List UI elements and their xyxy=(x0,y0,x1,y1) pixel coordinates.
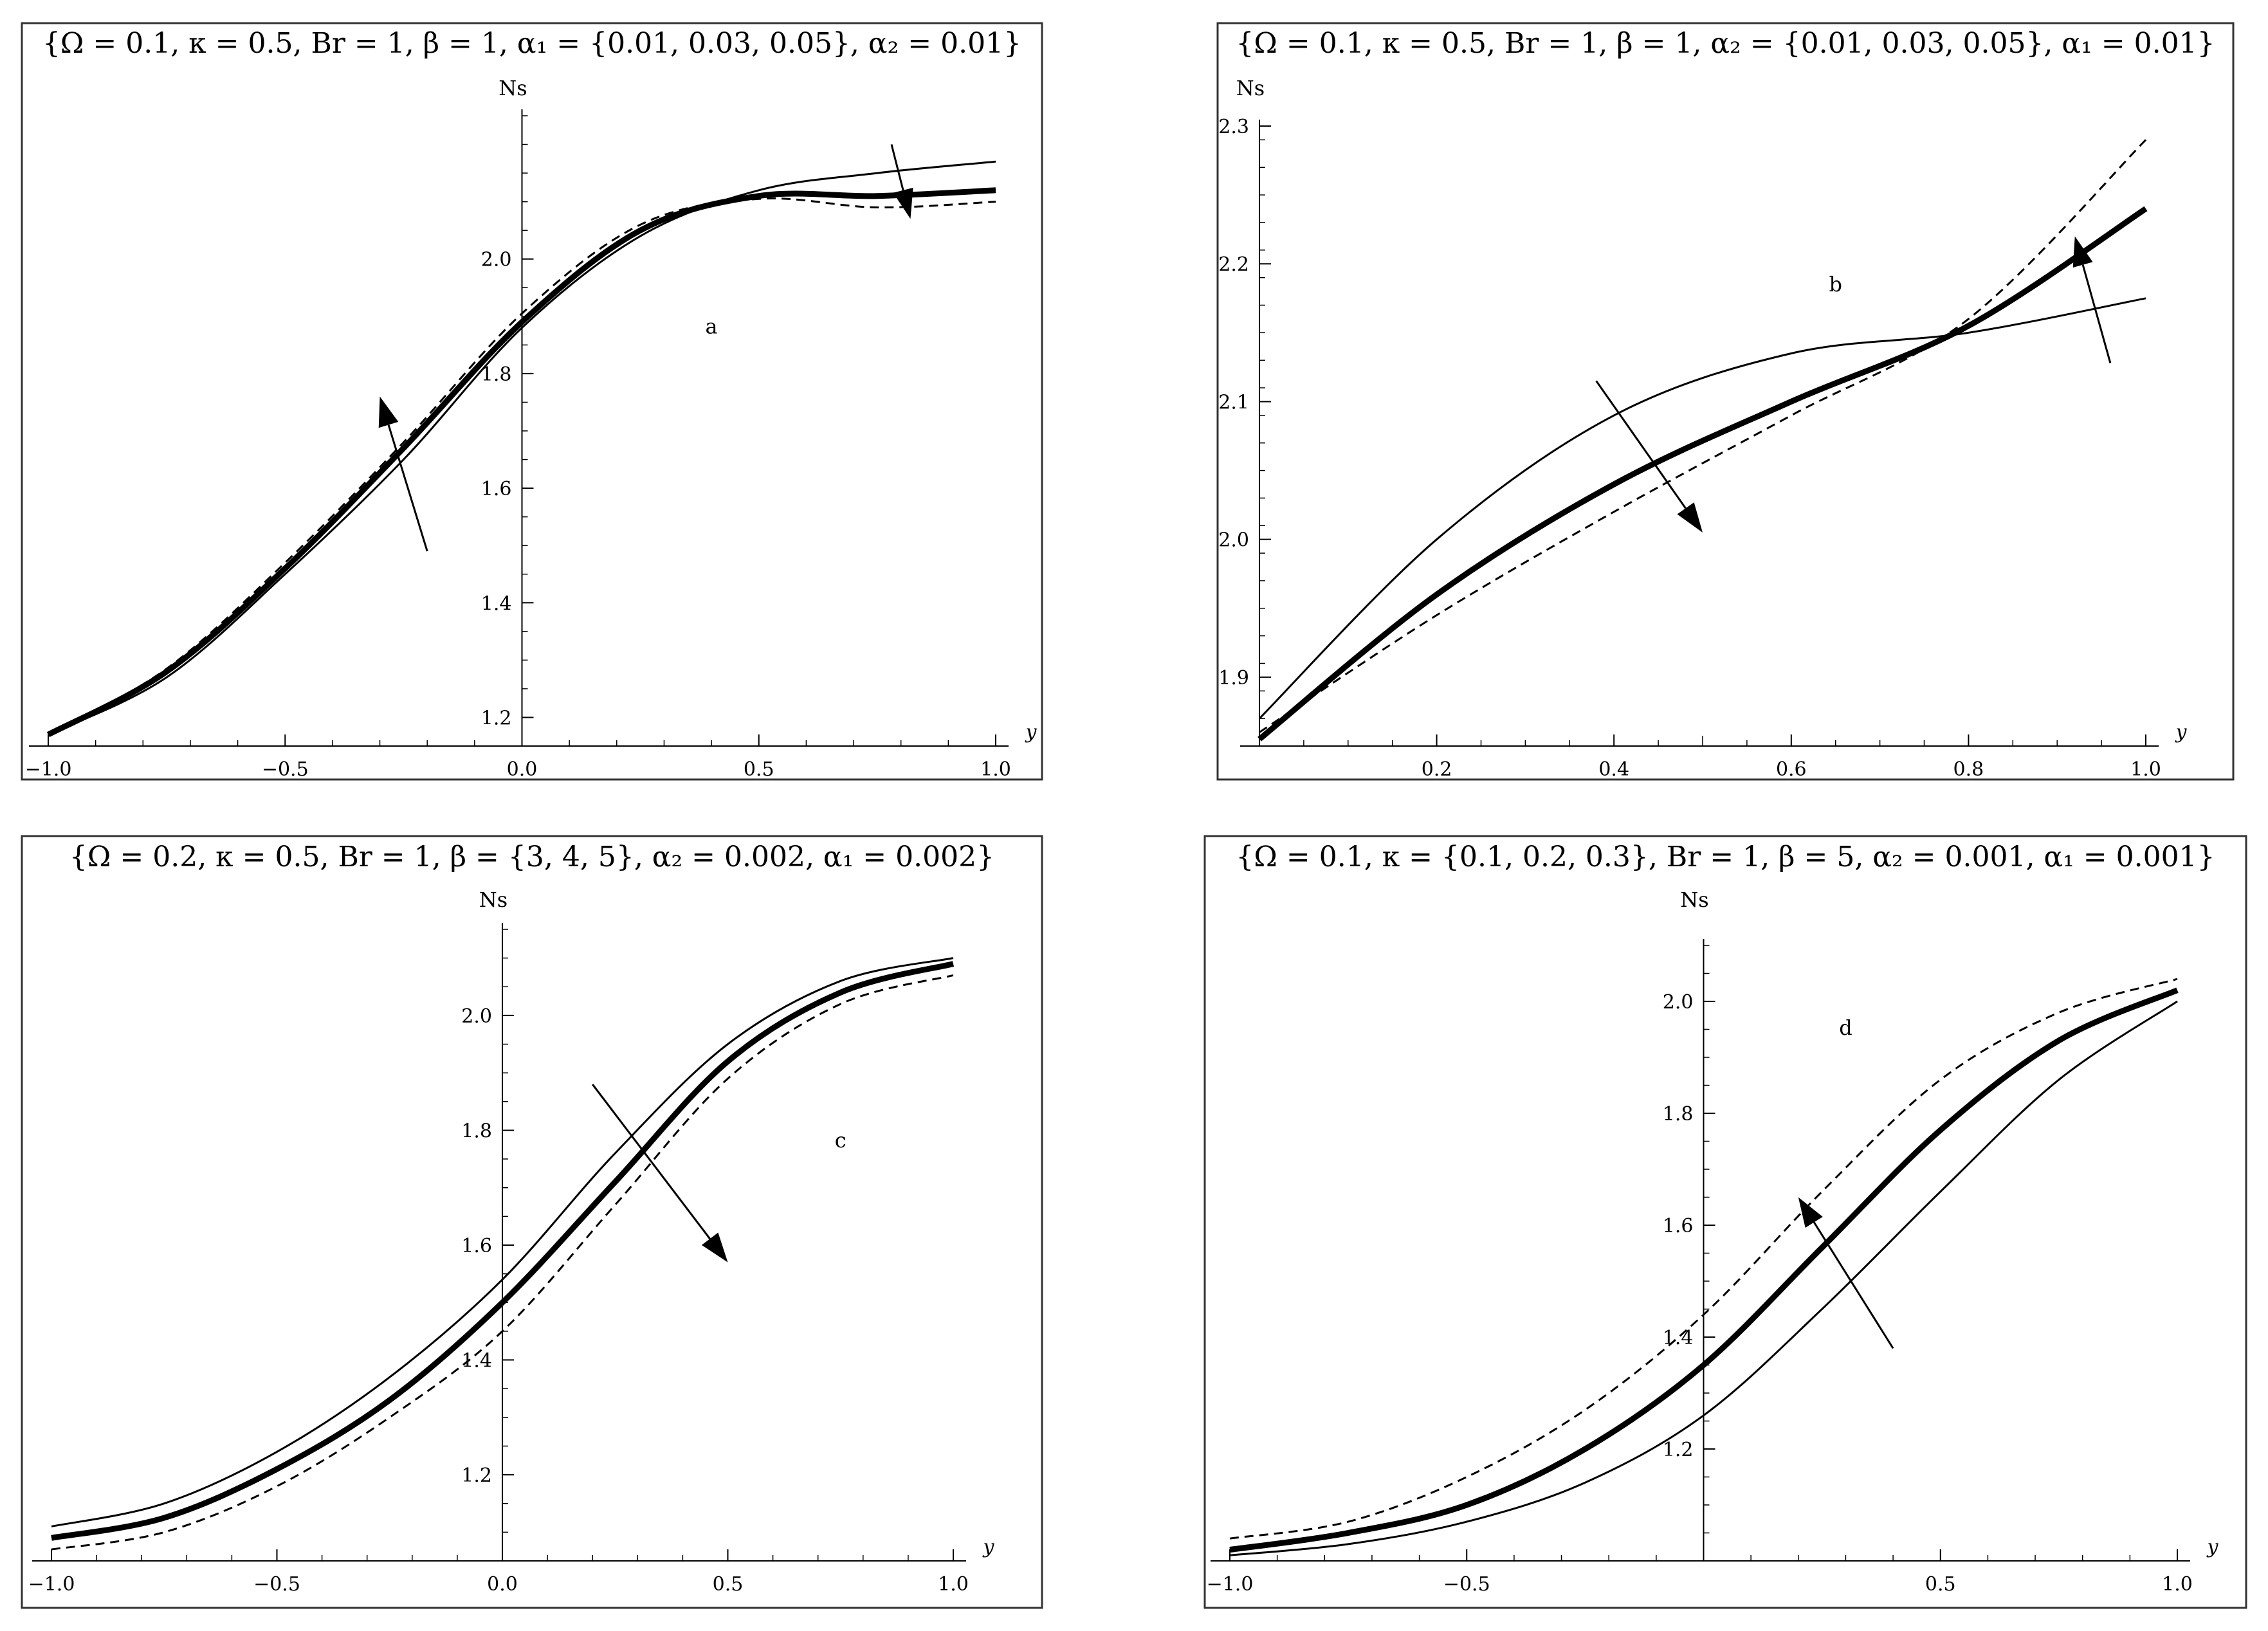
trend-arrow-line xyxy=(2081,264,2112,363)
x-axis-label: y xyxy=(2175,721,2188,743)
y-tick-label: 1.9 xyxy=(1218,667,1249,689)
trend-arrow-head xyxy=(1677,502,1703,533)
series-thick-line xyxy=(1229,987,2179,1553)
x-tick-label: 0.8 xyxy=(1953,758,1984,781)
series-thick-line xyxy=(1257,206,2148,742)
y-tick-label: 1.4 xyxy=(481,592,512,615)
x-tick-label: −1.0 xyxy=(1207,1573,1254,1596)
x-tick-label: −0.5 xyxy=(1443,1573,1490,1596)
panel-letter: b xyxy=(1829,272,1842,296)
x-tick-label: −0.5 xyxy=(262,758,309,781)
x-tick-label: 0.2 xyxy=(1422,758,1452,781)
series-dashed-line xyxy=(48,197,996,736)
series-thick-line xyxy=(51,961,955,1541)
y-tick-label: 2.1 xyxy=(1218,391,1249,414)
y-tick-label: 1.4 xyxy=(1663,1327,1694,1349)
y-tick-label: 2.0 xyxy=(461,1005,492,1028)
trend-arrow-head xyxy=(2072,236,2093,268)
panel-a: {Ω = 0.1, κ = 0.5, Br = 1, β = 1, α₁ = {… xyxy=(21,22,1043,781)
x-axis-label: y xyxy=(2206,1536,2219,1558)
y-tick-label: 1.2 xyxy=(481,707,512,729)
y-tick-label: 1.6 xyxy=(481,478,512,500)
trend-arrow-head xyxy=(378,396,399,428)
x-tick-label: 0.5 xyxy=(1925,1573,1956,1596)
series-dashed-line xyxy=(1229,978,2178,1540)
trend-arrow-line xyxy=(890,144,904,191)
series-dashed-line xyxy=(1259,139,2147,733)
panel-d: {Ω = 0.1, κ = {0.1, 0.2, 0.3}, Br = 1, β… xyxy=(1203,835,2247,1609)
panel-c: {Ω = 0.2, κ = 0.5, Br = 1, β = {3, 4, 5}… xyxy=(21,835,1043,1609)
panel-frame xyxy=(1203,835,2247,1609)
chart-title: {Ω = 0.2, κ = 0.5, Br = 1, β = {3, 4, 5}… xyxy=(69,841,994,873)
x-tick-label: 0.5 xyxy=(744,758,774,781)
chart-title: {Ω = 0.1, κ = {0.1, 0.2, 0.3}, Br = 1, β… xyxy=(1236,841,2215,873)
y-tick-label: 1.6 xyxy=(1663,1215,1694,1237)
panel-frame xyxy=(21,835,1043,1609)
x-tick-label: 0.6 xyxy=(1776,758,1807,781)
x-tick-label: 0.0 xyxy=(487,1573,518,1596)
y-tick-label: 1.8 xyxy=(461,1120,492,1142)
x-axis-label: y xyxy=(982,1536,995,1558)
y-tick-label: 2.3 xyxy=(1218,116,1249,138)
series-thin-line xyxy=(1229,1000,2178,1556)
x-tick-label: 1.0 xyxy=(2130,758,2161,781)
y-tick-label: 2.0 xyxy=(1218,529,1249,552)
trend-arrow-line xyxy=(592,1084,711,1240)
y-tick-label: 2.0 xyxy=(481,249,512,271)
x-tick-label: −0.5 xyxy=(253,1573,300,1596)
y-axis-label: Ns xyxy=(1680,888,1708,912)
y-tick-label: 1.2 xyxy=(461,1464,492,1487)
trend-arrow-head xyxy=(893,187,913,219)
trend-arrow-head xyxy=(701,1232,728,1262)
series-dashed-line xyxy=(51,974,954,1551)
series-thin-line xyxy=(48,160,996,736)
y-axis-label: Ns xyxy=(1236,76,1265,100)
y-tick-label: 1.2 xyxy=(1663,1439,1694,1461)
trend-arrow-head xyxy=(1798,1197,1823,1228)
x-axis-label: y xyxy=(1025,721,1038,743)
panel-letter: d xyxy=(1839,1016,1852,1040)
x-tick-label: 0.5 xyxy=(713,1573,744,1596)
x-tick-label: 0.4 xyxy=(1598,758,1629,781)
y-tick-label: 1.8 xyxy=(481,363,512,386)
panel-frame xyxy=(1216,22,2235,781)
panel-frame xyxy=(21,22,1043,781)
x-tick-label: −1.0 xyxy=(25,758,72,781)
trend-arrow-line xyxy=(387,424,428,552)
x-tick-label: −1.0 xyxy=(28,1573,75,1596)
x-tick-label: 1.0 xyxy=(938,1573,969,1596)
panel-b: {Ω = 0.1, κ = 0.5, Br = 1, β = 1, α₂ = {… xyxy=(1216,22,2235,781)
y-tick-label: 1.6 xyxy=(461,1235,492,1257)
y-axis-label: Ns xyxy=(479,888,508,912)
x-tick-label: 1.0 xyxy=(980,758,1011,781)
x-tick-label: 0.0 xyxy=(507,758,538,781)
chart-title: {Ω = 0.1, κ = 0.5, Br = 1, β = 1, α₁ = {… xyxy=(42,27,1021,60)
y-tick-label: 1.8 xyxy=(1663,1103,1694,1125)
trend-arrow-line xyxy=(1595,380,1687,509)
y-tick-label: 2.0 xyxy=(1663,991,1694,1014)
trend-arrow-line xyxy=(1813,1221,1894,1349)
y-axis-label: Ns xyxy=(498,76,527,100)
x-tick-label: 1.0 xyxy=(2162,1573,2193,1596)
panel-letter: a xyxy=(706,314,718,339)
series-thick-line xyxy=(46,187,996,738)
series-thin-line xyxy=(1258,297,2146,720)
y-tick-label: 2.2 xyxy=(1218,253,1249,276)
chart-title: {Ω = 0.1, κ = 0.5, Br = 1, β = 1, α₂ = {… xyxy=(1236,27,2215,60)
panel-letter: c xyxy=(835,1128,846,1153)
series-thin-line xyxy=(51,957,954,1527)
